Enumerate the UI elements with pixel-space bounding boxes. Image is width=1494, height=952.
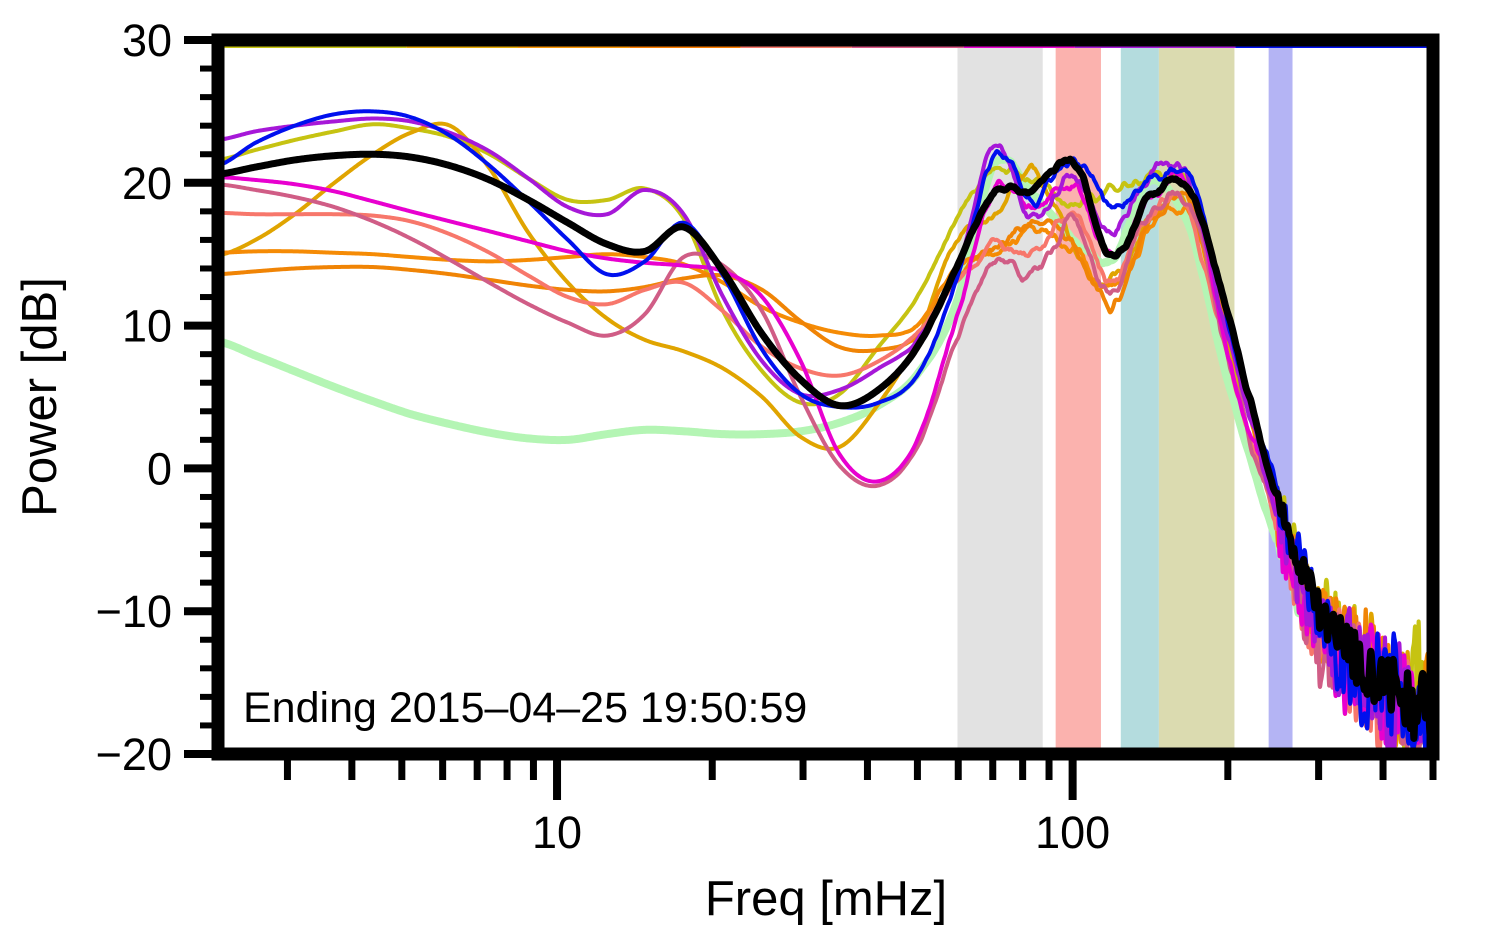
y-tick-label-10: 10 <box>122 301 172 352</box>
y-tick-label-0: 0 <box>147 443 172 494</box>
y-axis-ticks <box>184 36 214 758</box>
y-tick-label-20: 20 <box>122 158 172 209</box>
spectra-curves-group <box>218 109 1433 753</box>
x-tick-label-100: 100 <box>1035 807 1110 858</box>
teal-band <box>1120 47 1159 752</box>
x-axis-ticks <box>283 760 1437 800</box>
axis-frame <box>211 33 1440 761</box>
pink-band <box>1055 47 1101 752</box>
x-axis-label: Freq [mHz] <box>705 872 947 926</box>
khaki-band <box>1158 47 1235 752</box>
y-tick-label--20: −20 <box>96 729 172 780</box>
y-axis-label: Power [dB] <box>13 277 67 517</box>
series-line-magenta <box>218 169 1433 749</box>
series-line-black-mean <box>218 150 1433 742</box>
y-tick-label--10: −10 <box>96 586 172 637</box>
series-line-purple <box>218 116 1433 751</box>
y-axis-tick-labels: −20 −10 0 10 20 30 <box>96 15 172 780</box>
y-tick-label-30: 30 <box>122 15 172 66</box>
timestamp-annotation: Ending 2015‒04‒25 19:50:59 <box>243 684 807 732</box>
x-tick-label-10: 10 <box>532 807 582 858</box>
x-axis-tick-labels: 10 100 <box>532 807 1110 858</box>
lightpurple-band <box>1268 47 1293 752</box>
